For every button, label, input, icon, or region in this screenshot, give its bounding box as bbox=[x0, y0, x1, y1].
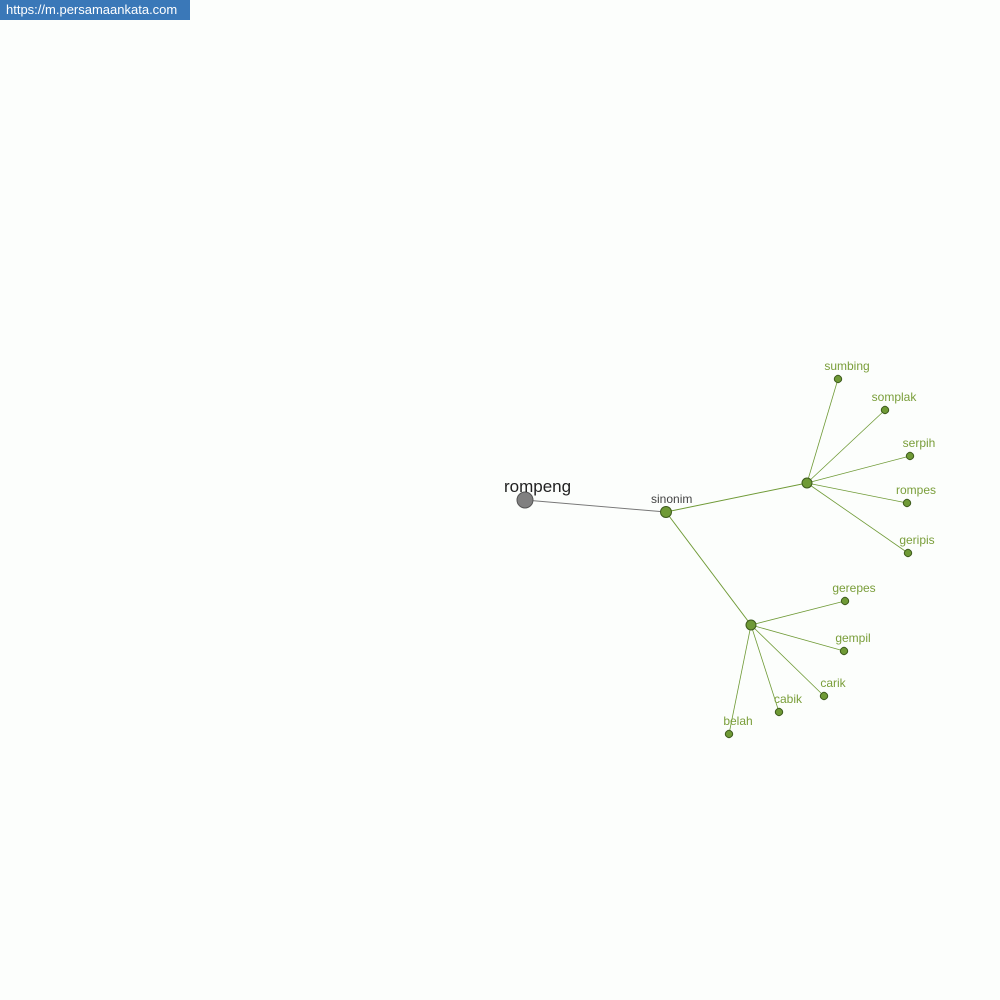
edge-root-relation bbox=[524, 499, 667, 513]
edge-group-word bbox=[750, 624, 825, 697]
edge-group-word bbox=[728, 624, 752, 735]
word-node[interactable] bbox=[839, 646, 849, 656]
word-label[interactable]: geripis bbox=[899, 533, 934, 547]
root-node[interactable] bbox=[516, 491, 534, 509]
word-node[interactable] bbox=[724, 729, 734, 739]
word-label[interactable]: gerepes bbox=[832, 581, 875, 595]
group-node[interactable] bbox=[745, 619, 757, 631]
relation-node[interactable] bbox=[660, 506, 672, 518]
word-label[interactable]: serpih bbox=[903, 436, 936, 450]
edge-group-word bbox=[750, 600, 846, 626]
word-node[interactable] bbox=[903, 548, 913, 558]
root-label: rompeng bbox=[504, 477, 571, 496]
edge-group-word bbox=[806, 482, 909, 554]
edge-group-word bbox=[806, 378, 839, 484]
word-label[interactable]: belah bbox=[723, 714, 752, 728]
word-label[interactable]: gempil bbox=[835, 631, 870, 645]
edge-relation-group bbox=[665, 511, 752, 626]
word-label[interactable]: somplak bbox=[872, 390, 918, 404]
edge-group-word bbox=[750, 624, 845, 652]
word-node[interactable] bbox=[840, 596, 850, 606]
edge-group-word bbox=[806, 455, 911, 484]
edge-group-word bbox=[806, 409, 886, 484]
edge-relation-group bbox=[665, 482, 808, 513]
word-label[interactable]: carik bbox=[820, 676, 846, 690]
word-node[interactable] bbox=[905, 451, 915, 461]
word-node[interactable] bbox=[819, 691, 829, 701]
relation-label: sinonim bbox=[651, 492, 692, 506]
word-label[interactable]: rompes bbox=[896, 483, 936, 497]
edge-group-word bbox=[750, 624, 780, 713]
word-label[interactable]: cabik bbox=[774, 692, 803, 706]
edge-group-word bbox=[806, 482, 908, 504]
word-node[interactable] bbox=[902, 498, 912, 508]
word-node[interactable] bbox=[833, 374, 843, 384]
word-node[interactable] bbox=[774, 707, 784, 717]
word-label[interactable]: sumbing bbox=[824, 359, 869, 373]
word-node[interactable] bbox=[880, 405, 890, 415]
group-node[interactable] bbox=[801, 477, 813, 489]
source-url-label: https://m.persamaankata.com bbox=[0, 0, 190, 20]
